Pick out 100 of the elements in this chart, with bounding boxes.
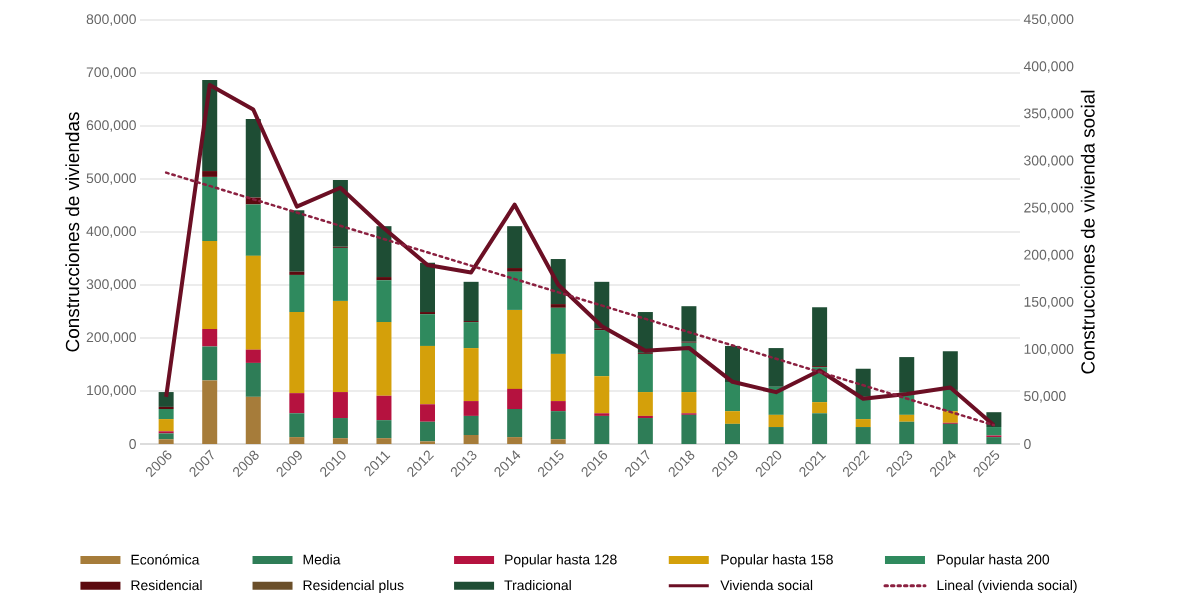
bar [812,307,828,367]
bar [376,395,392,421]
legend-label: Vivienda social [720,579,813,591]
bar [289,413,305,438]
y2-tick-label: 300,000 [1024,155,1074,168]
bar [245,362,261,397]
legend-label: Tradicional [504,579,571,591]
legend-label: Popular hasta 200 [937,554,1050,568]
bar [768,348,784,387]
bar [899,421,915,444]
bar [158,419,174,432]
y2-tick-label: 100,000 [1024,344,1074,356]
bar [332,300,348,393]
bar [986,437,1002,444]
y2-tick-label: 250,000 [1024,202,1074,215]
bar [986,427,1002,436]
bar [899,357,915,393]
bar [202,241,218,329]
bar [420,312,436,315]
bar [202,346,218,381]
bar [942,351,958,390]
bar [376,438,392,444]
bar [158,431,174,434]
bar [332,418,348,439]
y-tick-label: 300,000 [86,279,136,291]
bar [681,342,697,393]
bar [681,392,697,414]
bar [724,411,740,424]
bar [289,312,305,394]
bar [724,423,740,444]
bar [376,277,392,281]
bar [158,409,174,420]
bar [289,271,305,275]
bar [332,438,348,444]
bar [507,437,523,444]
bar [550,304,566,308]
bar [245,396,261,444]
bar [158,433,174,440]
y2-tick-label: 400,000 [1023,61,1074,73]
bar [507,268,523,272]
bar [289,437,305,444]
bar [202,380,218,444]
y-tick-label: 700,000 [86,67,136,79]
bar [681,306,697,342]
bar [681,414,697,444]
bar [202,176,218,242]
bar [507,409,523,438]
bar [420,441,436,444]
bar [899,414,915,422]
legend-label: Popular hasta 158 [721,554,833,568]
bar [463,401,479,416]
y-axis-title: Construcciones de viviendas [65,112,80,352]
bar [724,381,740,412]
bar [202,171,218,177]
bar [289,274,305,313]
bar [463,322,479,349]
bar [463,348,479,402]
y2-axis-title: Construcciones de vivienda social [1080,90,1095,374]
bar [942,423,958,444]
bar [550,401,566,412]
bar [376,322,392,396]
bar [855,419,871,428]
bar [332,180,348,247]
legend-label: Residencial plus [303,579,404,593]
line-series [164,83,996,428]
y2-tick-label: 0 [1024,439,1031,449]
bar [507,309,523,389]
y2-tick-label: 350,000 [1024,108,1074,120]
bar [158,406,174,410]
bar [507,226,523,269]
y-tick-label: 800,000 [86,14,136,26]
y-tick-label: 400,000 [86,226,136,238]
y2-tick-label: 450,000 [1023,14,1074,26]
bar [855,427,871,444]
legend-label: Económica [131,554,200,565]
y2-tick-label: 200,000 [1024,249,1074,262]
bar [202,328,218,347]
bar [289,210,305,272]
bar [507,271,523,310]
bar [420,345,436,405]
bar [376,226,392,278]
bar [420,404,436,422]
bar [158,392,174,407]
bar [768,427,784,444]
bar [463,415,479,435]
bar [245,119,261,198]
bar [158,439,174,444]
bar [376,280,392,323]
bar [594,376,610,414]
bar [463,281,479,322]
bar [507,388,523,410]
legend-label: Popular hasta 128 [505,554,617,568]
bar [289,393,305,414]
legend-label: Lineal (vivienda social) [937,579,1077,593]
bar [420,262,436,313]
bar [332,247,348,301]
y-tick-label: 0 [129,439,136,449]
bar [637,415,653,419]
legend-label: Residencial [131,579,202,591]
bar [332,392,348,419]
